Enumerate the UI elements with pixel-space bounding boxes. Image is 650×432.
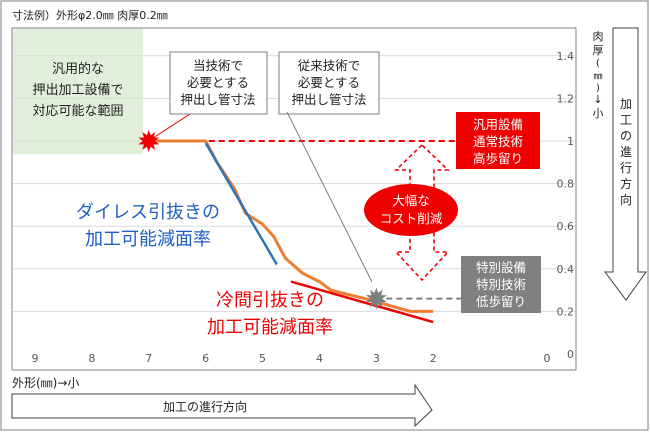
x-tick-label-0: 9 xyxy=(32,352,39,365)
x-tick-label-7: 2 xyxy=(430,352,437,365)
conventional-tech-callout-line-3: 押出し管寸法 xyxy=(291,92,366,107)
x-tick-label-3: 6 xyxy=(202,352,209,365)
x-tick-label-6: 3 xyxy=(373,352,380,365)
special-equipment-line-1: 特別設備 xyxy=(476,260,526,275)
direction-right-char-5: 行 xyxy=(620,161,632,175)
direction-right-label: 加 工 の 進 行 方 向 xyxy=(620,97,632,207)
y-tick-label-6: 1.2 xyxy=(557,92,575,105)
direction-right-char-7: 向 xyxy=(620,192,632,207)
special-equipment-line-2: 特別技術 xyxy=(476,277,526,292)
x-axis-label: 外形(㎜)→小 xyxy=(12,376,79,390)
y-tick-label-0: 0 xyxy=(567,348,574,361)
size-example-note: 寸法例）外形φ2.0㎜ 肉厚0.2㎜ xyxy=(12,8,168,22)
this-tech-callout-box xyxy=(169,51,268,115)
conventional-tech-leader xyxy=(286,111,373,283)
x-tick-label-4: 5 xyxy=(259,352,266,365)
y-axis-label-char-4: ㎜ xyxy=(593,72,602,82)
series-lines xyxy=(148,139,434,324)
this-tech-callout-line-1: 当技術で xyxy=(193,58,243,73)
y-axis-label: 肉 厚 ( ㎜ ) ↓ 小 xyxy=(593,30,604,120)
green-region-line-3: 対応可能な範囲 xyxy=(32,104,123,119)
chart-frame xyxy=(11,27,577,371)
x-tick-label-2: 7 xyxy=(145,352,152,365)
direction-arrow-bottom xyxy=(11,383,433,428)
general-equipment-region xyxy=(13,29,143,154)
direction-right-char-1: 加 xyxy=(620,97,632,111)
special-equipment-box xyxy=(461,256,541,313)
y-tick-label-1: 0.2 xyxy=(557,305,575,318)
cost-reduction-line-1: 大幅な xyxy=(392,193,430,208)
cost-reduction-line-2: コスト削減 xyxy=(380,211,443,226)
markers xyxy=(138,130,387,310)
direction-bottom-label: 加工の進行方向 xyxy=(163,399,247,414)
y-tick-label-7: 1.4 xyxy=(557,50,575,63)
conventional-tech-callout-line-2: 必要とする xyxy=(298,75,360,90)
y-axis-label-char-2: 厚 xyxy=(593,44,604,57)
this-tech-callout-line-3: 押出し管寸法 xyxy=(180,92,255,107)
general-equipment-box xyxy=(456,112,540,169)
direction-right-char-4: 進 xyxy=(620,145,632,159)
series-cold-drawing-line xyxy=(290,280,434,324)
y-axis-label-char-5: ) xyxy=(596,83,600,94)
this-tech-callout-line-2: 必要とする xyxy=(187,75,249,90)
conventional-tech-callout-line-1: 従来技術で xyxy=(298,58,361,73)
series-dieless-line xyxy=(204,142,278,266)
y-tick-labels: 0 0.2 0.4 0.6 0.8 1 1.2 1.4 xyxy=(557,50,575,361)
y-axis-label-char-1: 肉 xyxy=(593,30,604,43)
starburst-marker-0 xyxy=(138,130,160,152)
direction-arrow-right xyxy=(604,27,647,301)
direction-right-char-2: 工 xyxy=(620,113,632,127)
x-tick-label-9: 0 xyxy=(544,352,551,365)
x-tick-label-5: 4 xyxy=(316,352,323,365)
y-axis-label-char-6: ↓ xyxy=(593,93,602,106)
cold-label-line-2: 加工可能減面率 xyxy=(207,317,333,338)
special-equipment-line-3: 低歩留り xyxy=(476,294,526,309)
conventional-tech-callout-box xyxy=(278,51,380,115)
general-equipment-line-2: 通常技術 xyxy=(473,134,523,149)
starburst-marker-1 xyxy=(365,287,387,310)
y-tick-label-5: 1 xyxy=(567,135,574,148)
cold-label-line-1: 冷間引抜きの xyxy=(216,290,324,311)
this-tech-leader xyxy=(149,113,191,141)
cost-reduction-ellipse xyxy=(364,184,458,236)
dieless-label-line-2: 加工可能減面率 xyxy=(85,229,211,250)
y-tick-label-4: 0.8 xyxy=(557,178,575,191)
direction-right-char-3: の xyxy=(620,129,632,143)
y-axis-label-char-7: 小 xyxy=(593,107,604,120)
y-tick-label-3: 0.6 xyxy=(557,220,575,233)
x-tick-labels: 9 8 7 6 5 4 3 2 0 xyxy=(32,352,551,365)
general-equipment-line-1: 汎用設備 xyxy=(473,117,523,132)
green-region-line-2: 押出加工設備で xyxy=(32,82,123,98)
y-tick-label-2: 0.4 xyxy=(557,263,575,276)
x-tick-label-1: 8 xyxy=(88,352,95,365)
green-region-line-1: 汎用的な xyxy=(52,61,104,77)
dieless-label-line-1: ダイレス引抜きの xyxy=(76,202,220,223)
direction-right-char-6: 方 xyxy=(620,176,632,191)
general-equipment-line-3: 高歩留り xyxy=(473,151,523,166)
y-axis-label-char-3: ( xyxy=(596,58,600,69)
